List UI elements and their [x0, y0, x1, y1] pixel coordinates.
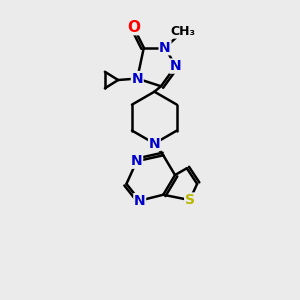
Text: N: N	[134, 194, 146, 208]
Text: S: S	[185, 193, 195, 207]
Text: N: N	[131, 71, 143, 85]
Text: N: N	[131, 154, 142, 168]
Text: N: N	[148, 136, 160, 151]
Text: N: N	[170, 59, 182, 73]
Text: O: O	[127, 20, 140, 34]
Text: CH₃: CH₃	[170, 25, 195, 38]
Text: N: N	[159, 41, 171, 55]
